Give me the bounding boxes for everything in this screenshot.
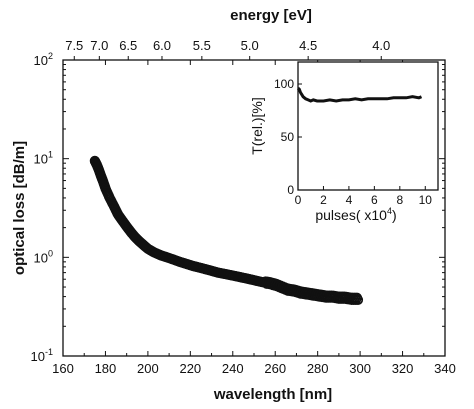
x-tick-label: 240 <box>222 361 244 376</box>
inset-x-label-main: pulses( x10 <box>315 207 387 223</box>
inset-x-axis-label: pulses( x104) <box>315 206 396 223</box>
inset-x-tick-label: 0 <box>295 193 302 207</box>
x-tick-label: 280 <box>307 361 329 376</box>
energy-tick-label: 5.5 <box>193 38 211 53</box>
energy-axis-ticks: 7.5 7.0 6.5 6.0 5.5 5.0 4.5 4.0 <box>65 38 390 60</box>
energy-axis-label: energy [eV] <box>230 7 312 24</box>
x-tick-label: 340 <box>434 361 456 376</box>
inset-x-tick-label: 10 <box>419 193 433 207</box>
main-y-axis-label: optical loss [dB/m] <box>11 141 28 275</box>
energy-tick-label: 6.5 <box>119 38 137 53</box>
inset-x-tick-label: 4 <box>346 193 353 207</box>
y-tick-label: 101 <box>34 150 53 167</box>
energy-tick-label: 7.5 <box>65 38 83 53</box>
inset-y-tick-label: 0 <box>287 183 294 197</box>
x-tick-label: 200 <box>137 361 159 376</box>
inset-x-ticks: 0 2 4 6 8 10 <box>295 186 433 207</box>
x-tick-label: 180 <box>95 361 117 376</box>
inset-x-tick-label: 2 <box>320 193 327 207</box>
inset-transmission-line <box>297 87 423 103</box>
x-tick-label: 220 <box>179 361 201 376</box>
main-data-series <box>89 155 364 305</box>
main-x-axis-label: wavelength [nm] <box>213 386 332 403</box>
energy-tick-label: 7.0 <box>90 38 108 53</box>
inset-x-tick-label: 6 <box>371 193 378 207</box>
x-tick-label: 320 <box>392 361 414 376</box>
inset-y-tick-label: 50 <box>281 130 295 144</box>
data-point <box>352 294 364 305</box>
inset-y-tick-label: 100 <box>274 77 294 91</box>
inset-x-label-exponent: 4 <box>387 206 392 216</box>
energy-tick-label: 6.0 <box>153 38 171 53</box>
x-tick-label: 300 <box>349 361 371 376</box>
inset-y-axis-label: T(rel.)[%] <box>249 97 265 155</box>
inset-plot-frame <box>297 61 439 191</box>
y-tick-label: 10-1 <box>31 347 53 364</box>
energy-tick-label: 5.0 <box>241 38 259 53</box>
inset-x-label-close: ) <box>392 207 397 223</box>
y-tick-label: 102 <box>34 51 53 68</box>
x-tick-label: 160 <box>52 361 74 376</box>
inset-x-tick-label: 8 <box>396 193 403 207</box>
inset-y-ticks: 0 50 100 <box>274 77 302 197</box>
y-tick-label: 100 <box>34 248 53 265</box>
energy-tick-label: 4.0 <box>372 38 390 53</box>
energy-tick-label: 4.5 <box>299 38 317 53</box>
x-tick-label: 260 <box>264 361 286 376</box>
main-x-ticks: 160 180 200 220 240 260 280 300 320 340 <box>52 60 456 376</box>
